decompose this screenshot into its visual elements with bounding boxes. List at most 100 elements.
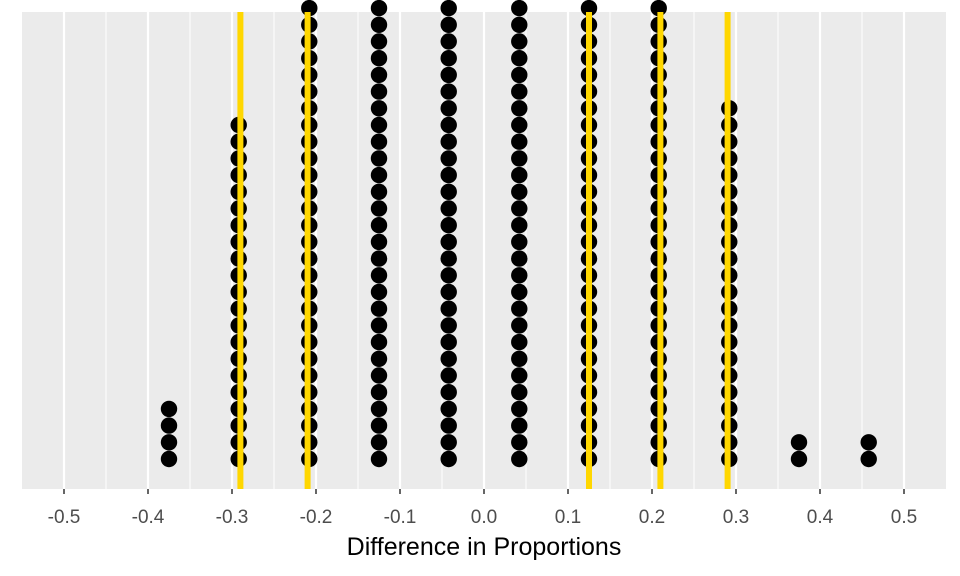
data-point <box>580 0 598 17</box>
data-point <box>370 250 388 267</box>
data-point <box>370 283 388 301</box>
data-point <box>440 200 457 217</box>
data-point <box>511 233 528 251</box>
x-tick-label: -0.2 <box>300 507 333 528</box>
data-point <box>511 116 528 134</box>
data-point <box>440 417 457 434</box>
data-point <box>370 50 388 67</box>
data-point <box>511 267 528 284</box>
data-point <box>370 350 388 367</box>
data-point <box>370 33 388 50</box>
x-axis-ticks: -0.5 -0.4 -0.3 -0.2 -0.1 0.0 0.1 0.2 0.3 0.4 0.5 <box>48 489 917 528</box>
data-point <box>511 250 528 267</box>
data-point <box>440 166 457 184</box>
data-point <box>370 116 388 134</box>
data-point <box>440 83 457 100</box>
data-point <box>440 250 457 267</box>
data-point <box>511 150 528 167</box>
data-point <box>370 150 388 167</box>
data-point <box>440 116 457 134</box>
data-point <box>370 66 388 84</box>
data-point <box>370 133 388 150</box>
data-point <box>370 434 388 451</box>
data-point <box>440 367 457 384</box>
dot-stack <box>440 0 457 468</box>
data-point <box>511 384 528 401</box>
data-point <box>370 450 388 468</box>
data-point <box>511 350 528 367</box>
data-point <box>440 66 457 84</box>
data-point <box>440 133 457 150</box>
data-point <box>160 434 178 451</box>
data-point <box>511 66 528 84</box>
data-point <box>790 434 808 451</box>
data-point <box>370 0 388 17</box>
data-point <box>440 183 457 200</box>
data-point <box>370 267 388 284</box>
data-point <box>370 333 388 351</box>
data-point <box>440 100 457 117</box>
data-point <box>440 16 457 33</box>
data-point <box>440 333 457 351</box>
data-point <box>511 100 528 117</box>
data-point <box>440 317 457 334</box>
data-point <box>440 33 457 50</box>
data-point <box>440 0 457 17</box>
x-tick-label: -0.3 <box>216 507 249 528</box>
data-point <box>440 400 457 418</box>
data-point <box>370 367 388 384</box>
data-point <box>511 417 528 434</box>
data-point <box>370 384 388 401</box>
data-point <box>511 83 528 100</box>
data-point <box>440 350 457 367</box>
data-point <box>511 300 528 317</box>
data-point <box>440 267 457 284</box>
x-tick-label: -0.5 <box>48 507 81 528</box>
data-point <box>511 450 528 468</box>
x-tick-label: -0.1 <box>384 507 417 528</box>
data-point <box>511 133 528 150</box>
data-point <box>440 450 457 468</box>
data-point <box>160 400 178 418</box>
data-point <box>511 33 528 50</box>
data-point <box>511 0 528 17</box>
dot-stack <box>370 0 388 468</box>
data-point <box>440 384 457 401</box>
data-point <box>511 50 528 67</box>
data-point <box>440 233 457 251</box>
gridlines <box>62 12 906 489</box>
data-point <box>370 200 388 217</box>
data-point <box>370 317 388 334</box>
data-point <box>160 417 178 434</box>
data-point <box>160 450 178 468</box>
dot-stack <box>511 0 528 468</box>
x-tick-label: 0.5 <box>891 507 917 528</box>
data-point <box>440 283 457 301</box>
data-point <box>511 217 528 234</box>
x-tick-label: 0.1 <box>555 507 581 528</box>
dot-stack <box>160 400 178 468</box>
data-point <box>370 83 388 100</box>
data-point <box>511 333 528 351</box>
data-point <box>511 434 528 451</box>
dot-stack <box>790 434 808 468</box>
x-tick-label: 0.4 <box>807 507 834 528</box>
x-axis-title: Difference in Proportions <box>347 533 622 561</box>
data-point <box>370 16 388 33</box>
data-point <box>440 50 457 67</box>
data-point <box>511 400 528 418</box>
data-point <box>370 100 388 117</box>
data-point <box>860 434 877 451</box>
data-point <box>511 16 528 33</box>
data-point <box>511 317 528 334</box>
x-tick-label: -0.4 <box>132 507 165 528</box>
data-point <box>370 217 388 234</box>
data-point <box>370 166 388 184</box>
data-point <box>370 400 388 418</box>
data-point <box>511 183 528 200</box>
data-point <box>370 183 388 200</box>
data-point <box>511 166 528 184</box>
data-point <box>790 450 808 468</box>
data-point <box>860 450 877 468</box>
